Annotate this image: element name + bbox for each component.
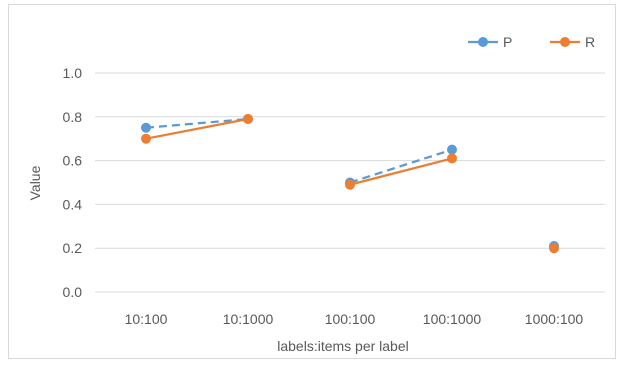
series-line [349, 157, 453, 186]
series-line [145, 117, 249, 140]
chart-frame [8, 4, 616, 359]
y-tick-label: 0.4 [63, 196, 83, 212]
x-tick-label: 100:1000 [423, 311, 482, 327]
y-tick-label: 0.0 [63, 284, 83, 300]
data-point [141, 133, 151, 144]
series-r [141, 113, 559, 254]
y-axis-title: Value [27, 165, 43, 200]
legend-swatch-marker [478, 37, 488, 47]
x-tick-label: 1000:100 [525, 311, 584, 327]
x-tick-label: 100:100 [325, 311, 376, 327]
data-point [447, 144, 457, 155]
data-point [447, 153, 457, 164]
y-tick-label: 0.6 [63, 153, 83, 169]
legend-swatch-marker [560, 37, 570, 47]
data-point [243, 113, 253, 124]
legend-label: P [503, 34, 512, 50]
y-tick-label: 0.8 [63, 109, 83, 125]
x-tick-label: 10:100 [125, 311, 168, 327]
y-tick-label: 1.0 [63, 65, 83, 81]
legend-item-p: P [468, 34, 512, 50]
data-point [141, 122, 151, 133]
y-tick-labels: 0.0 0.2 0.4 0.6 0.8 1.0 [63, 65, 83, 300]
series-line [145, 117, 249, 129]
legend-label: R [585, 34, 595, 50]
series-layer [141, 113, 559, 254]
data-point [549, 243, 559, 254]
gridlines [95, 72, 605, 293]
series-line [349, 148, 453, 184]
legend-item-r: R [550, 34, 595, 50]
x-tick-labels: 10:100 10:1000 100:100 100:1000 1000:100 [125, 311, 584, 327]
x-axis-title: labels:items per label [277, 338, 409, 354]
x-tick-label: 10:1000 [223, 311, 274, 327]
y-tick-label: 0.2 [63, 240, 83, 256]
data-point [345, 179, 355, 190]
